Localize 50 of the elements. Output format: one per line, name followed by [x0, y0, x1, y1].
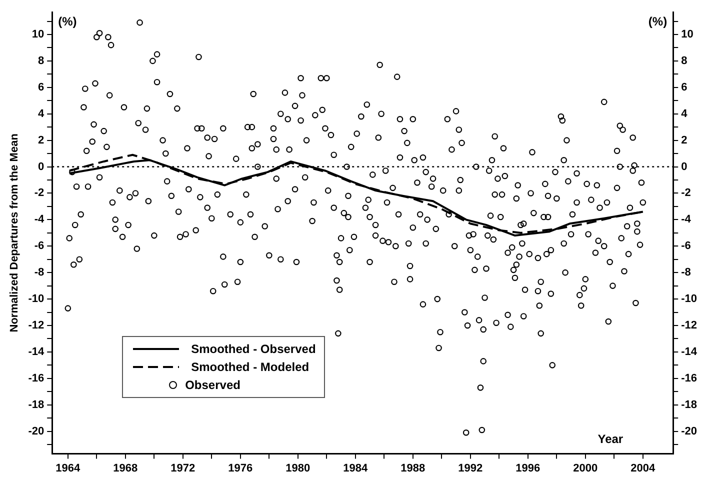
- x-tick-label: 2004: [630, 462, 656, 474]
- y-tick-label: -18: [28, 398, 44, 411]
- y-tick-label: -6: [34, 240, 44, 252]
- y2-tick-label: -8: [681, 266, 691, 279]
- y-tick-label: -4: [34, 214, 45, 226]
- y2-tick-label: -14: [681, 346, 698, 358]
- annotation: (%): [58, 14, 77, 28]
- y2-tick-label: -10: [681, 293, 698, 306]
- y2-tick-label: -12: [681, 320, 698, 332]
- x-tick-label: 1988: [400, 462, 426, 474]
- legend-label: Observed: [185, 378, 240, 392]
- y2-tick-label: 10: [681, 28, 694, 41]
- y-tick-label: -14: [28, 346, 45, 358]
- y2-tick-label: 4: [681, 108, 688, 120]
- y-tick-label: -20: [28, 425, 44, 438]
- y2-tick-label: -16: [681, 372, 698, 384]
- y2-tick-label: 0: [681, 160, 688, 173]
- y2-tick-label: 2: [681, 134, 688, 146]
- y2-tick-label: -6: [681, 240, 691, 252]
- x-tick-label: 2000: [573, 462, 598, 474]
- y-tick-label: -8: [34, 266, 44, 279]
- y-tick-label: 8: [38, 54, 44, 67]
- legend-label: Smoothed - Modeled: [191, 360, 310, 374]
- y2-tick-label: -20: [681, 425, 698, 438]
- x-tick-label: 1964: [56, 462, 82, 474]
- y-tick-label: -12: [28, 320, 44, 332]
- x-axis-title: Year: [598, 432, 624, 446]
- legend-label: Smoothed - Observed: [191, 342, 316, 356]
- y2-tick-label: -4: [681, 214, 692, 226]
- y-tick-label: 6: [38, 81, 44, 94]
- y2-tick-label: -2: [681, 187, 691, 200]
- x-tick-label: 1992: [458, 462, 483, 474]
- annotation: (%): [648, 14, 668, 28]
- y-tick-label: -16: [28, 372, 44, 384]
- y-tick-label: -10: [28, 293, 44, 306]
- x-tick-label: 1976: [228, 462, 253, 474]
- y2-tick-label: 8: [681, 54, 688, 67]
- y2-tick-label: -18: [681, 398, 698, 411]
- x-tick-label: 1972: [170, 462, 196, 474]
- y-tick-label: 2: [38, 134, 44, 146]
- x-tick-label: 1968: [113, 462, 138, 474]
- y-tick-label: 10: [32, 28, 44, 41]
- y-tick-label: 4: [38, 108, 45, 120]
- x-tick-label: 1996: [516, 462, 540, 474]
- y2-tick-label: 6: [681, 81, 688, 94]
- y-tick-label: -2: [34, 187, 44, 200]
- x-tick-label: 1980: [286, 462, 310, 474]
- x-tick-label: 1984: [343, 462, 369, 474]
- y-axis-title: Normalized Departures from the Mean: [8, 133, 21, 332]
- y-tick-label: 0: [38, 160, 44, 173]
